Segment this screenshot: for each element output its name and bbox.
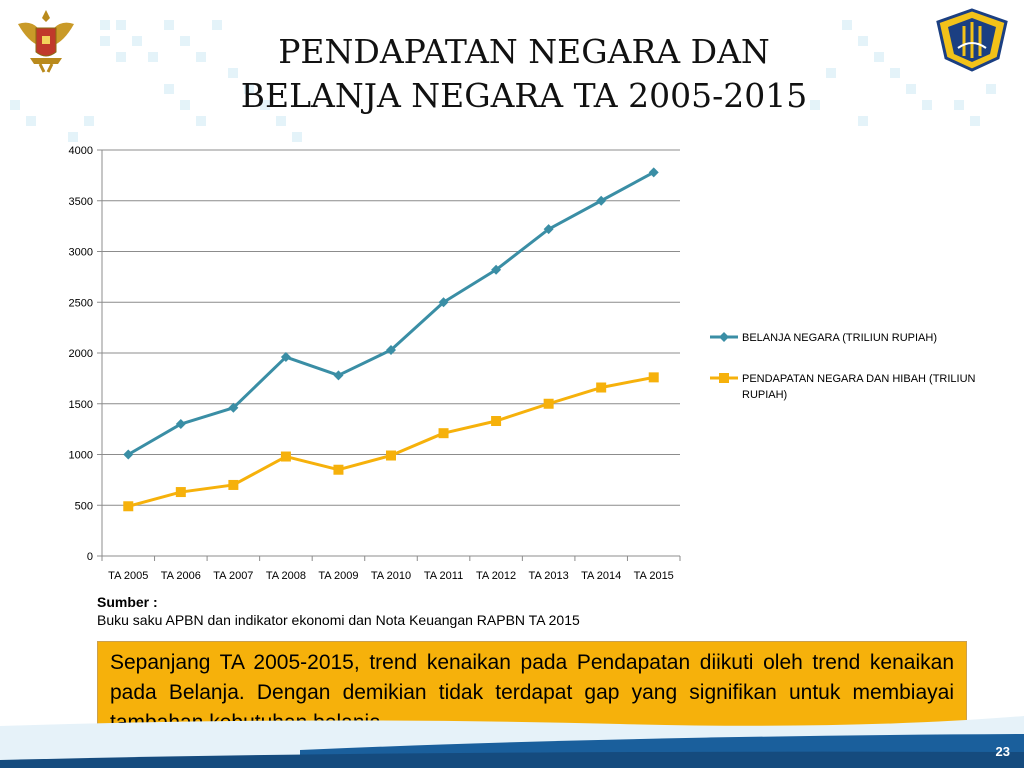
x-tick-label: TA 2006 xyxy=(161,570,201,582)
data-point-series-1 xyxy=(438,297,449,308)
x-tick-label: TA 2008 xyxy=(266,570,306,582)
x-tick-label: TA 2011 xyxy=(424,570,463,582)
data-point-series-1 xyxy=(648,167,659,178)
legend-label-1: BELANJA NEGARA (TRILIUN RUPIAH) xyxy=(742,332,937,344)
legend-marker-2 xyxy=(719,373,729,383)
x-tick-label: TA 2015 xyxy=(634,570,674,582)
x-tick-label: TA 2013 xyxy=(529,570,569,582)
data-point-series-1 xyxy=(386,344,396,355)
x-tick-label: TA 2014 xyxy=(581,570,621,582)
y-tick-label: 2500 xyxy=(69,297,93,309)
data-point-series-2 xyxy=(280,451,291,462)
data-point-series-1 xyxy=(280,352,291,363)
data-point-series-2 xyxy=(333,464,344,475)
y-tick-label: 4000 xyxy=(69,145,93,157)
data-point-series-1 xyxy=(333,370,344,381)
data-point-series-1 xyxy=(123,449,134,460)
chart-axes: 0 500 1000 1500 2000 2500 3000 3500 4000 TA 2005 T… xyxy=(69,145,681,582)
slide-title: PENDAPATAN NEGARA DAN BELANJA NEGARA TA … xyxy=(150,30,898,118)
data-point-series-2 xyxy=(648,372,659,383)
source-title: Sumber : xyxy=(97,594,158,610)
page-number: 23 xyxy=(995,744,1010,759)
line-chart: 0 500 1000 1500 2000 2500 3000 3500 4000 TA 2005 T… xyxy=(69,145,976,582)
series-line-2 xyxy=(127,375,655,508)
data-point-series-2 xyxy=(228,479,239,490)
x-tick-label: TA 2010 xyxy=(371,570,411,582)
y-tick-label: 1500 xyxy=(69,399,93,411)
x-tick-label: TA 2007 xyxy=(213,570,253,582)
data-point-series-1 xyxy=(491,264,502,275)
series-line-1 xyxy=(127,171,655,456)
x-tick-label: TA 2009 xyxy=(318,570,358,582)
y-tick-label: 3500 xyxy=(69,196,93,208)
y-tick-label: 3000 xyxy=(69,247,93,259)
y-tick-label: 500 xyxy=(75,500,93,512)
chart-legend: BELANJA NEGARA (TRILIUN RUPIAH) PENDAPATA… xyxy=(710,332,976,401)
data-point-series-1 xyxy=(543,224,554,235)
data-point-series-2 xyxy=(438,428,449,439)
chart-series xyxy=(123,167,659,512)
legend-marker-1 xyxy=(719,332,729,342)
legend-label-2: PENDAPATAN NEGARA DAN HIBAH (TRILIUN RUPI… xyxy=(742,373,976,401)
x-tick-label: TA 2012 xyxy=(476,570,516,582)
y-tick-label: 2000 xyxy=(69,348,93,360)
footer-wave xyxy=(0,716,1024,768)
data-point-series-2 xyxy=(386,450,396,461)
data-point-series-1 xyxy=(175,419,186,430)
garuda-emblem-logo xyxy=(18,10,74,73)
source-text: Buku saku APBN dan indikator ekonomi dan… xyxy=(97,612,580,628)
source-note: Sumber : Buku saku APBN dan indikator ek… xyxy=(97,593,580,629)
data-point-series-2 xyxy=(596,382,607,393)
ministry-of-finance-logo xyxy=(936,8,1008,72)
data-point-series-2 xyxy=(175,487,186,498)
slide-title-line2: BELANJA NEGARA TA 2005-2015 xyxy=(240,76,808,115)
data-point-series-2 xyxy=(491,416,502,427)
y-tick-label: 0 xyxy=(87,551,93,563)
y-tick-label: 1000 xyxy=(69,450,93,462)
x-tick-label: TA 2005 xyxy=(108,570,148,582)
data-point-series-1 xyxy=(228,402,239,413)
data-point-series-2 xyxy=(123,501,134,512)
slide-title-line1: PENDAPATAN NEGARA DAN xyxy=(278,32,770,71)
data-point-series-2 xyxy=(543,398,554,409)
data-point-series-1 xyxy=(596,195,607,206)
